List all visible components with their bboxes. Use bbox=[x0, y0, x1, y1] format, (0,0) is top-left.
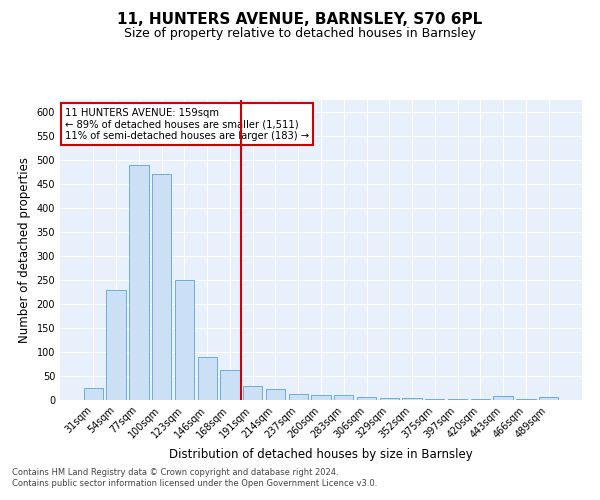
Bar bbox=[106, 290, 126, 400]
Bar bbox=[152, 174, 172, 400]
Text: Size of property relative to detached houses in Barnsley: Size of property relative to detached ho… bbox=[124, 28, 476, 40]
Bar bbox=[197, 357, 217, 400]
Text: Contains HM Land Registry data © Crown copyright and database right 2024.
Contai: Contains HM Land Registry data © Crown c… bbox=[12, 468, 377, 487]
Bar bbox=[425, 398, 445, 400]
Bar bbox=[243, 386, 262, 400]
Bar bbox=[175, 280, 194, 400]
Bar bbox=[539, 396, 558, 400]
Bar bbox=[129, 165, 149, 400]
Bar bbox=[403, 398, 422, 400]
Text: 11 HUNTERS AVENUE: 159sqm
← 89% of detached houses are smaller (1,511)
11% of se: 11 HUNTERS AVENUE: 159sqm ← 89% of detac… bbox=[65, 108, 310, 140]
Bar bbox=[289, 394, 308, 400]
Bar bbox=[448, 398, 467, 400]
Bar bbox=[380, 398, 399, 400]
Bar bbox=[311, 394, 331, 400]
Bar bbox=[493, 396, 513, 400]
Bar bbox=[470, 398, 490, 400]
Bar bbox=[516, 398, 536, 400]
X-axis label: Distribution of detached houses by size in Barnsley: Distribution of detached houses by size … bbox=[169, 448, 473, 461]
Bar bbox=[220, 370, 239, 400]
Text: 11, HUNTERS AVENUE, BARNSLEY, S70 6PL: 11, HUNTERS AVENUE, BARNSLEY, S70 6PL bbox=[118, 12, 482, 28]
Bar bbox=[357, 397, 376, 400]
Bar bbox=[334, 395, 353, 400]
Bar bbox=[84, 388, 103, 400]
Y-axis label: Number of detached properties: Number of detached properties bbox=[18, 157, 31, 343]
Bar bbox=[266, 390, 285, 400]
